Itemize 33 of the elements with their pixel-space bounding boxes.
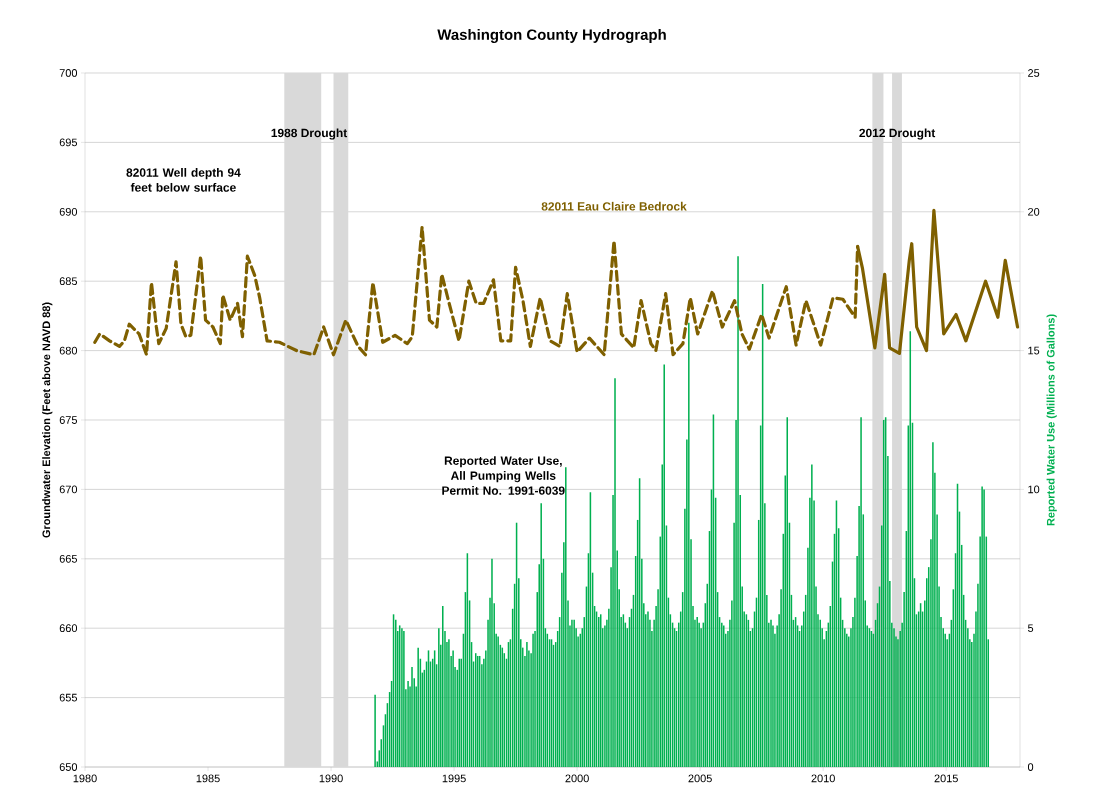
y-tick-label: 690 [59, 207, 78, 216]
y2-axis-title: Reported Water Use (Millions of Gallons) [1046, 314, 1057, 526]
x-tick-label: 2015 [934, 774, 958, 783]
y2-tick-label: 0 [1027, 763, 1034, 771]
x-tick-label: 1995 [442, 774, 466, 783]
y-tick-label: 665 [59, 554, 78, 563]
y-tick-label: 685 [59, 277, 78, 286]
series-label: Reported Water Use, All Pumping Wells Permit No. 1991-6039 [442, 456, 565, 495]
x-tick-label: 2010 [811, 774, 835, 783]
y-tick-label: 670 [59, 485, 78, 494]
y-tick-label: 655 [59, 693, 78, 702]
y-tick-label: 680 [59, 346, 78, 355]
x-tick-label: 2005 [688, 774, 712, 783]
y-tick-label: 695 [59, 138, 78, 147]
annotation: 82011 Well depth 94 feet below surface [126, 168, 241, 192]
x-tick-label: 1980 [73, 774, 97, 783]
y-tick-label: 675 [59, 416, 78, 424]
y2-tick-label: 25 [1028, 69, 1040, 77]
band-label: 1988 Drought [271, 128, 348, 140]
y-axis-title: Groundwater Elevation (Feet above NAVD 88) [42, 302, 53, 538]
y2-tick-label: 10 [1028, 485, 1040, 494]
y2-tick-label: 15 [1028, 346, 1040, 355]
y-tick-label: 660 [59, 624, 78, 633]
y-tick-label: 700 [59, 69, 78, 77]
x-tick-label: 2000 [565, 774, 589, 783]
text: 82011 Eau Claire Bedrock [541, 201, 687, 211]
x-tick-label: 1985 [196, 774, 220, 783]
y-tick-label: 650 [59, 763, 78, 771]
x-tick-label: 1990 [319, 774, 343, 783]
y2-tick-label: 20 [1028, 207, 1040, 216]
chart-title: Washington County Hydrograph [437, 28, 666, 43]
y2-tick-label: 5 [1027, 624, 1034, 633]
band-label: 2012 Drought [859, 128, 936, 140]
